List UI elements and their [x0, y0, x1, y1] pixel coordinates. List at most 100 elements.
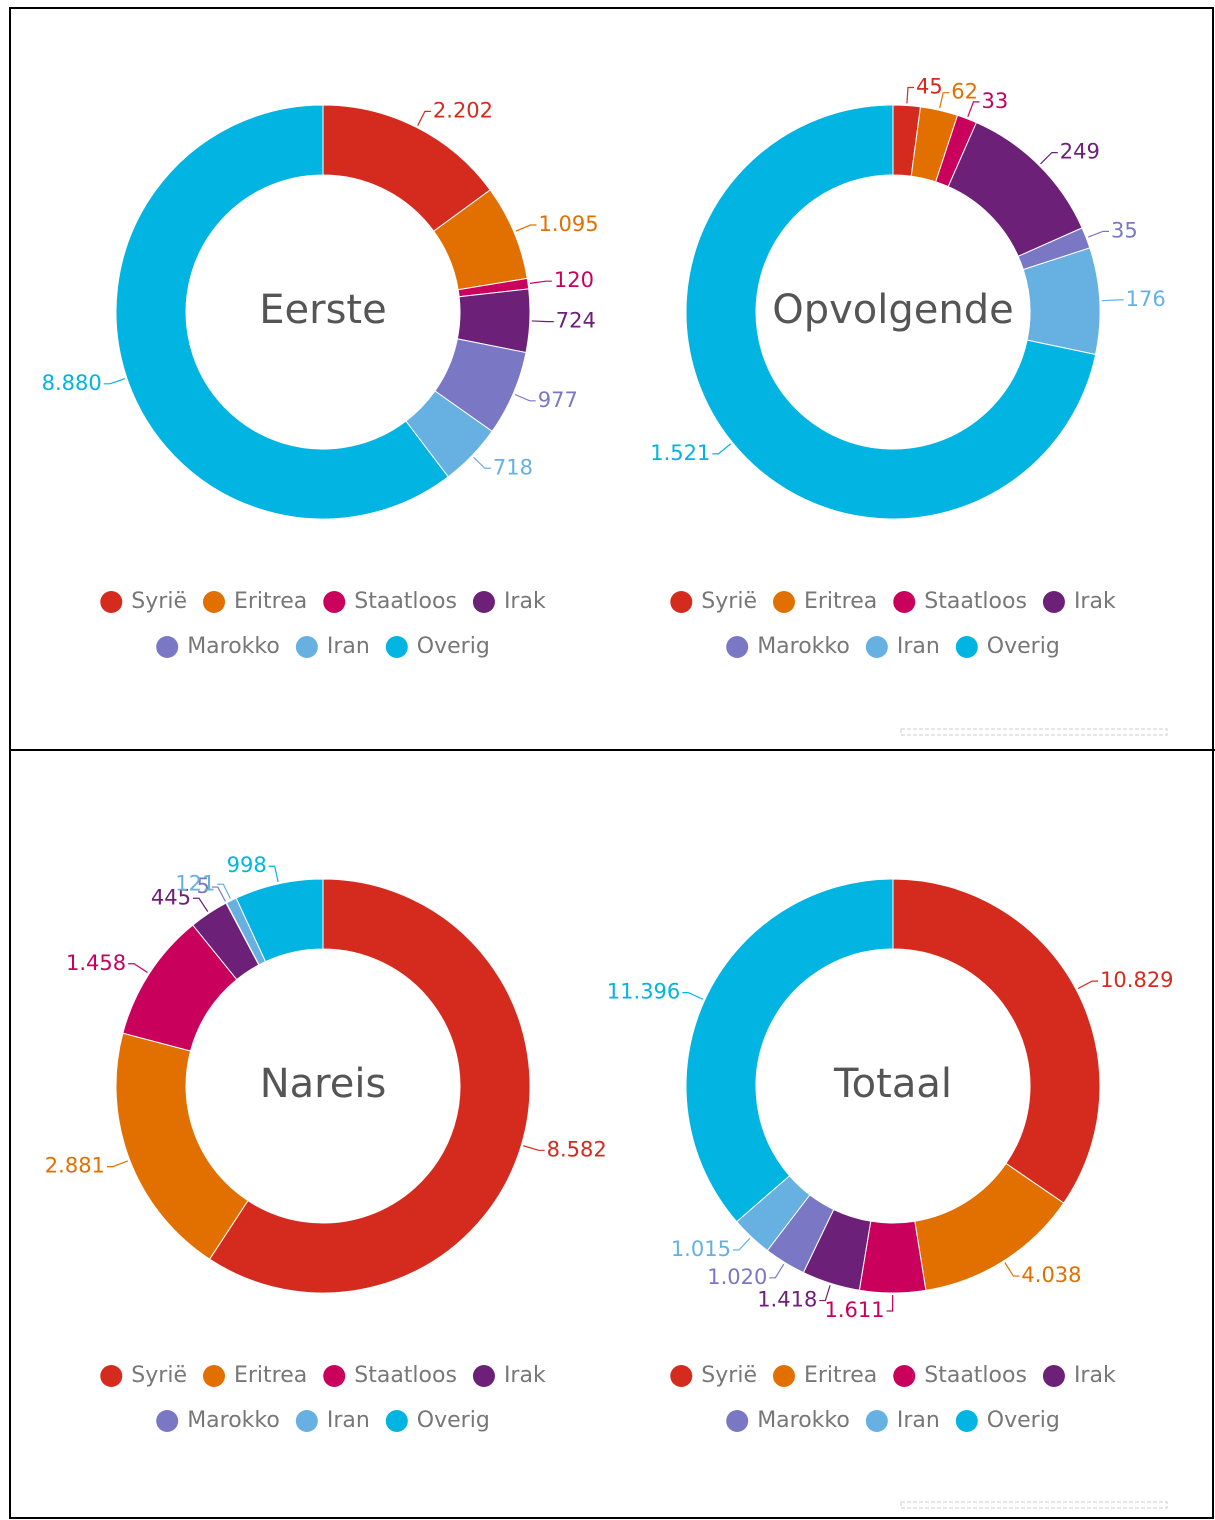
- legend-marker: [472, 1365, 495, 1387]
- leader-line: [106, 1160, 129, 1168]
- legend-label: Marokko: [757, 1408, 850, 1433]
- legend-marker: [955, 1410, 978, 1432]
- leader-line: [732, 1237, 751, 1251]
- data-label: 121: [175, 871, 215, 895]
- legend-marker: [323, 1365, 346, 1387]
- data-label: 2.202: [433, 98, 493, 122]
- leader-line: [472, 456, 491, 469]
- legend-label: Iran: [897, 634, 940, 659]
- leader-line: [819, 1285, 831, 1302]
- leader-line: [523, 1145, 545, 1151]
- legend-marker: [670, 1365, 693, 1387]
- legend-label: Marokko: [187, 634, 280, 659]
- legend-label: Eritrea: [234, 589, 307, 614]
- data-label: 8.582: [547, 1137, 607, 1161]
- data-label: 1.015: [671, 1237, 731, 1261]
- legend-label: Syrië: [701, 1363, 757, 1388]
- data-label: 249: [1060, 140, 1100, 164]
- legend-marker: [385, 636, 408, 658]
- legend-marker: [295, 1410, 318, 1432]
- legend-label: Overig: [417, 634, 490, 659]
- slice: [235, 878, 324, 963]
- legend-label: Iran: [897, 1408, 940, 1433]
- data-label: 998: [227, 853, 267, 877]
- legend-label: Overig: [987, 634, 1060, 659]
- legend-label: Marokko: [757, 634, 850, 659]
- legend-label: Eritrea: [234, 1363, 307, 1388]
- donut-title: Eerste: [259, 287, 386, 333]
- legend-marker: [385, 1410, 408, 1432]
- legend-marker: [156, 636, 179, 658]
- legend-marker: [323, 591, 346, 613]
- legend-label: Staatloos: [354, 1363, 457, 1388]
- legend-label: Staatloos: [924, 1363, 1027, 1388]
- legend-label: Irak: [1074, 589, 1116, 614]
- leader-line: [531, 320, 554, 323]
- data-label: 4.038: [1021, 1263, 1081, 1287]
- slice: [208, 878, 531, 1294]
- legend-marker: [1042, 591, 1065, 613]
- slice: [892, 878, 1101, 1204]
- leader-line: [529, 280, 552, 284]
- legend-marker: [670, 591, 693, 613]
- legend-marker: [865, 636, 888, 658]
- data-label: 5: [196, 874, 209, 898]
- data-label: 724: [556, 309, 596, 333]
- data-label: 8.880: [42, 371, 102, 395]
- legend-label: Syrië: [131, 1363, 187, 1388]
- legend-label: Syrië: [701, 589, 757, 614]
- data-label: 977: [538, 388, 578, 412]
- legend-marker: [955, 636, 978, 658]
- data-label: 445: [151, 885, 191, 909]
- donut-title: Nareis: [260, 1061, 387, 1107]
- leader-line: [1087, 230, 1110, 238]
- scrollbar: [900, 728, 1168, 736]
- legend-marker: [726, 1410, 749, 1432]
- leader-line: [939, 92, 950, 109]
- leader-line: [417, 110, 431, 126]
- leader-line: [682, 992, 704, 1000]
- data-label: 62: [951, 80, 978, 104]
- leader-line: [967, 101, 980, 118]
- data-label: 176: [1126, 287, 1166, 311]
- leader-line: [268, 865, 279, 883]
- legend-label: Eritrea: [804, 1363, 877, 1388]
- leader-line: [217, 883, 231, 899]
- legend-marker: [772, 591, 795, 613]
- legend-marker: [772, 1365, 795, 1387]
- leader-line: [886, 1294, 894, 1312]
- donut-title: Totaal: [833, 1061, 952, 1107]
- data-label: 45: [916, 74, 943, 98]
- legend-marker: [100, 1365, 123, 1387]
- data-label: 120: [554, 268, 594, 292]
- data-label: 1.418: [757, 1288, 817, 1312]
- donut-title: Opvolgende: [772, 287, 1013, 333]
- legend-marker: [865, 1410, 888, 1432]
- data-label: 2.881: [45, 1154, 105, 1178]
- legend-label: Irak: [504, 589, 546, 614]
- legend-label: Irak: [504, 1363, 546, 1388]
- data-label: 718: [493, 455, 533, 479]
- leader-line: [515, 224, 537, 232]
- slice: [685, 104, 1097, 520]
- legend-label: Marokko: [187, 1408, 280, 1433]
- legend-label: Syrië: [131, 589, 187, 614]
- leader-line: [769, 1263, 785, 1279]
- leader-line: [906, 86, 914, 104]
- legend-marker: [202, 591, 225, 613]
- leader-line: [514, 393, 536, 402]
- data-label: 1.521: [650, 441, 710, 465]
- frame: [9, 7, 1214, 1519]
- data-label: 11.396: [607, 980, 680, 1004]
- data-label: 35: [1111, 218, 1138, 242]
- slice: [115, 104, 449, 520]
- legend-marker: [156, 1410, 179, 1432]
- legend-marker: [893, 1365, 916, 1387]
- legend-label: Eritrea: [804, 589, 877, 614]
- legend-marker: [726, 636, 749, 658]
- legend-marker: [1042, 1365, 1065, 1387]
- slice: [115, 1032, 249, 1260]
- legend-label: Staatloos: [354, 589, 457, 614]
- legend-label: Staatloos: [924, 589, 1027, 614]
